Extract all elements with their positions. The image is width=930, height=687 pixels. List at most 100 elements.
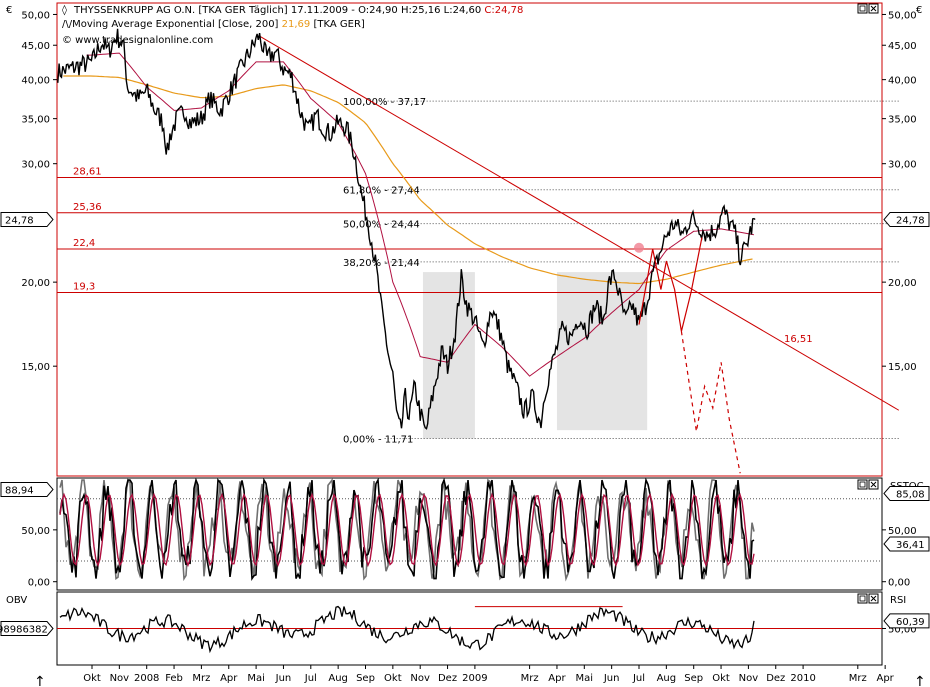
- price-line: [57, 28, 756, 430]
- sstoc-tick-label-right-1: 0,00: [888, 578, 910, 589]
- ema-short-line: [86, 52, 754, 377]
- ema200-line: [63, 75, 753, 285]
- consolidation-box-1: [556, 272, 648, 431]
- price-tick-label-left-1: 45,00: [21, 41, 50, 52]
- sstoc-value-tag-left: [0, 481, 54, 497]
- sstoc-value-left: 88,94: [5, 485, 34, 496]
- x-tick-label-17: Mai: [576, 673, 594, 684]
- price-tick-label-left-3: 35,00: [21, 115, 50, 126]
- price-tick-label-left-2: 40,00: [21, 76, 50, 87]
- fib-label-4: 0,00% - 11,71: [343, 435, 413, 446]
- fib-label-3: 38,20% - 21,44: [343, 258, 420, 269]
- x-tick-label-8: Jul: [304, 673, 317, 684]
- current-price-tag-right: [883, 212, 930, 228]
- rsi-value-right: 60,39: [896, 617, 925, 628]
- x-tick-label-22: Okt: [712, 673, 730, 684]
- x-tick-label-3: Feb: [165, 673, 183, 684]
- current-price-label-right: 24,78: [896, 216, 925, 227]
- rsi-line: [59, 605, 755, 654]
- sstoc-tick-label-left-0: 50,00: [21, 526, 50, 537]
- obv-pane-restore-button[interactable]: [857, 593, 868, 604]
- instrument-header: THYSSENKRUPP AG O.N. [TKA GER Täglich] 1…: [73, 5, 523, 16]
- x-tick-label-20: Aug: [657, 673, 677, 684]
- x-tick-label-18: Jun: [603, 673, 620, 684]
- price-tick-label-right-1: 45,00: [888, 41, 917, 52]
- fib-label-2: 50,00% - 24,44: [343, 220, 420, 231]
- level-label-3: 19,3: [73, 282, 95, 293]
- obv-pane-close-icon: [870, 595, 877, 602]
- downtrend-line: [258, 35, 900, 411]
- x-tick-label-26: Mrz: [849, 673, 867, 684]
- sstoc-fast-line: [59, 477, 755, 581]
- sstoc-tick-label-left-1: 0,00: [28, 578, 50, 589]
- price-tick-label-right-3: 35,00: [888, 115, 917, 126]
- level-label-1: 25,36: [73, 202, 102, 213]
- trendline-label: 16,51: [784, 334, 813, 345]
- obv-value-left: 98986382: [0, 625, 48, 636]
- x-tick-label-15: Mrz: [521, 673, 539, 684]
- x-tick-label-11: Okt: [384, 673, 402, 684]
- price-tick-label-right-2: 40,00: [888, 76, 917, 87]
- price-tick-label-right-4: 30,00: [888, 160, 917, 171]
- instrument-icon: ◊: [62, 4, 67, 16]
- currency-label-left: €: [6, 5, 12, 16]
- x-tick-label-24: Dez: [766, 673, 785, 684]
- sstoc-pane-close-icon: [870, 481, 877, 488]
- sstoc-value-right-a: 85,08: [896, 489, 925, 500]
- scroll-up-arrow-left[interactable]: ↑: [34, 674, 46, 687]
- price-pane-restore-button[interactable]: [857, 3, 868, 14]
- projection-path: [638, 237, 703, 332]
- x-tick-label-13: Dez: [438, 673, 457, 684]
- currency-label-right: €: [916, 5, 922, 16]
- level-label-0: 28,61: [73, 167, 102, 178]
- x-tick-label-27: Apr: [876, 673, 894, 684]
- x-tick-label-0: Okt: [83, 673, 101, 684]
- copyright-label: © www.tradesignalonline.com: [62, 35, 213, 46]
- scroll-up-arrow-right[interactable]: ↑: [914, 674, 926, 687]
- x-tick-label-5: Apr: [220, 673, 238, 684]
- x-tick-label-14: 2009: [462, 673, 487, 684]
- sstoc-pane-restore-icon: [859, 481, 866, 488]
- ma-legend: /\/Moving Average Exponential [Close, 20…: [62, 19, 365, 30]
- sstoc-value-tag-right-b: [883, 536, 930, 552]
- x-tick-label-1: Nov: [110, 673, 130, 684]
- sstoc-pane-restore-button[interactable]: [857, 479, 868, 490]
- pivot-marker: [634, 242, 644, 253]
- x-tick-label-7: Jun: [275, 673, 292, 684]
- price-pane-close-icon: [870, 5, 877, 12]
- price-tick-label-left-4: 30,00: [21, 160, 50, 171]
- price-pane-restore-icon: [859, 5, 866, 12]
- x-tick-label-25: 2010: [790, 673, 815, 684]
- price-tick-label-left-6: 15,00: [21, 362, 50, 373]
- x-tick-label-6: Mai: [247, 673, 265, 684]
- sstoc-tick-label-right-0: 50,00: [888, 526, 917, 537]
- rsi-tick-label-right-0: 50,00: [888, 625, 917, 636]
- price-tick-label-left-0: 50,00: [21, 10, 50, 21]
- sstoc-signal-line: [59, 492, 755, 568]
- x-tick-label-21: Sep: [684, 673, 703, 684]
- projection-dashed-path: [680, 331, 741, 474]
- x-tick-label-16: Apr: [548, 673, 566, 684]
- current-price-label-left: 24,78: [5, 216, 34, 227]
- price-tick-label-right-0: 50,00: [888, 10, 917, 21]
- rsi-value-tag-right: [883, 613, 930, 629]
- current-price-tag-left: [0, 212, 54, 228]
- x-tick-label-4: Mrz: [192, 673, 210, 684]
- sstoc-value-right-b: 36,41: [896, 540, 925, 551]
- sstoc-value-tag-right-a: [883, 485, 930, 501]
- fib-label-1: 61,80% - 27,44: [343, 186, 420, 197]
- price-tick-label-right-6: 15,00: [888, 362, 917, 373]
- x-tick-label-2: 2008: [134, 673, 159, 684]
- obv-pane-restore-icon: [859, 595, 866, 602]
- x-tick-label-12: Nov: [410, 673, 430, 684]
- rsi-label: RSI: [890, 595, 906, 606]
- x-tick-label-19: Jul: [632, 673, 645, 684]
- obv-value-tag-left: [0, 621, 54, 636]
- x-tick-label-23: Nov: [739, 673, 759, 684]
- level-label-2: 22,4: [73, 238, 95, 249]
- x-tick-label-10: Sep: [356, 673, 375, 684]
- fib-label-0: 100,00% - 37,17: [343, 97, 426, 108]
- price-tick-label-left-5: 20,00: [21, 278, 50, 289]
- price-tick-label-right-5: 20,00: [888, 278, 917, 289]
